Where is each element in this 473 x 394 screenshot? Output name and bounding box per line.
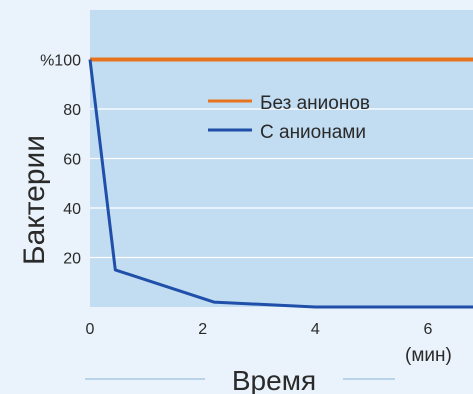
x-tick-label: 4 — [311, 321, 320, 338]
y-tick-label: 60 — [63, 152, 81, 169]
y-tick-label: 80 — [63, 102, 81, 119]
legend-label-1: С анионами — [260, 122, 366, 143]
legend: Без анионов С анионами — [208, 93, 370, 143]
y-axis-label: Бактерии — [18, 135, 51, 265]
x-tick-label: 0 — [86, 321, 95, 338]
y-tick-label: %100 — [40, 53, 81, 70]
x-ticks: 0 2 4 6 — [86, 321, 433, 338]
x-tick-label: 2 — [198, 321, 207, 338]
y-tick-label: 40 — [63, 201, 81, 218]
x-axis-unit: (мин) — [405, 345, 452, 366]
legend-label-0: Без анионов — [260, 93, 370, 114]
x-axis-title-group: Время — [85, 365, 395, 394]
series-group — [88, 57, 473, 309]
x-tick-label: 6 — [423, 321, 432, 338]
x-axis-label: Время — [232, 365, 316, 394]
series-line-1 — [88, 59, 473, 309]
y-ticks: %100 80 60 40 20 — [40, 53, 81, 268]
y-tick-label: 20 — [63, 251, 81, 268]
